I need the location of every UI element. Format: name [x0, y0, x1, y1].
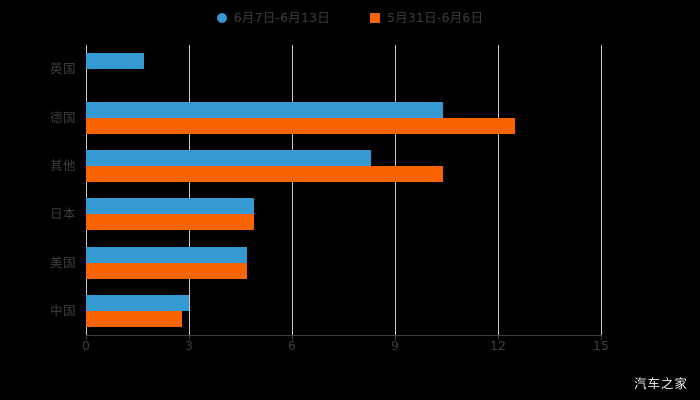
gridline	[498, 45, 499, 335]
chart-legend: 6月7日-6月13日 5月31日-6月6日	[0, 8, 700, 28]
legend-label: 5月31日-6月6日	[387, 9, 484, 25]
y-axis-labels: 英国德国其他日本美国中国	[0, 45, 76, 335]
y-axis-label: 美国	[49, 254, 76, 270]
x-axis-tick-label: 6	[288, 338, 296, 353]
x-axis-tick-labels: 0 3 6 9 12 15	[0, 338, 700, 360]
gridline	[395, 45, 396, 335]
gridline	[86, 45, 87, 335]
bar[interactable]	[86, 294, 189, 311]
y-axis-label: 日本	[49, 206, 76, 222]
x-axis-tick-mark	[189, 335, 190, 340]
x-axis-tick-label: 15	[593, 338, 609, 353]
legend-label: 6月7日-6月13日	[233, 9, 330, 25]
y-axis-label: 中国	[49, 302, 76, 318]
gridline	[189, 45, 190, 335]
gridline	[601, 45, 602, 335]
gridline	[292, 45, 293, 335]
legend-entry[interactable]: 5月31日-6月6日	[370, 8, 483, 28]
bar[interactable]	[86, 117, 516, 134]
bar[interactable]	[86, 262, 248, 279]
y-axis-label: 其他	[49, 157, 76, 173]
x-axis-tick-label: 3	[185, 338, 193, 353]
bar[interactable]	[86, 198, 255, 215]
x-axis-line	[86, 335, 602, 336]
y-axis-label: 英国	[49, 61, 76, 77]
plot-area	[86, 45, 602, 335]
watermark: 汽车之家	[633, 375, 688, 391]
x-axis-tick-label: 9	[391, 338, 399, 353]
bar[interactable]	[86, 165, 444, 182]
x-axis-tick-label: 12	[490, 338, 506, 353]
x-axis-tick-label: 0	[82, 338, 90, 353]
bar[interactable]	[86, 310, 183, 327]
x-axis-tick-mark	[395, 335, 396, 340]
bar[interactable]	[86, 214, 255, 231]
bar[interactable]	[86, 149, 371, 166]
legend-swatch-round-icon	[216, 13, 227, 23]
legend-entry[interactable]: 6月7日-6月13日	[216, 8, 330, 28]
bar[interactable]	[86, 101, 444, 118]
bar[interactable]	[86, 53, 145, 70]
x-axis-tick-mark	[498, 335, 499, 340]
legend-swatch-square-icon	[370, 13, 380, 23]
x-axis-tick-mark	[86, 335, 87, 340]
y-axis-label: 德国	[49, 109, 76, 125]
x-axis-tick-mark	[601, 335, 602, 340]
bar[interactable]	[86, 246, 248, 263]
x-axis-tick-mark	[292, 335, 293, 340]
